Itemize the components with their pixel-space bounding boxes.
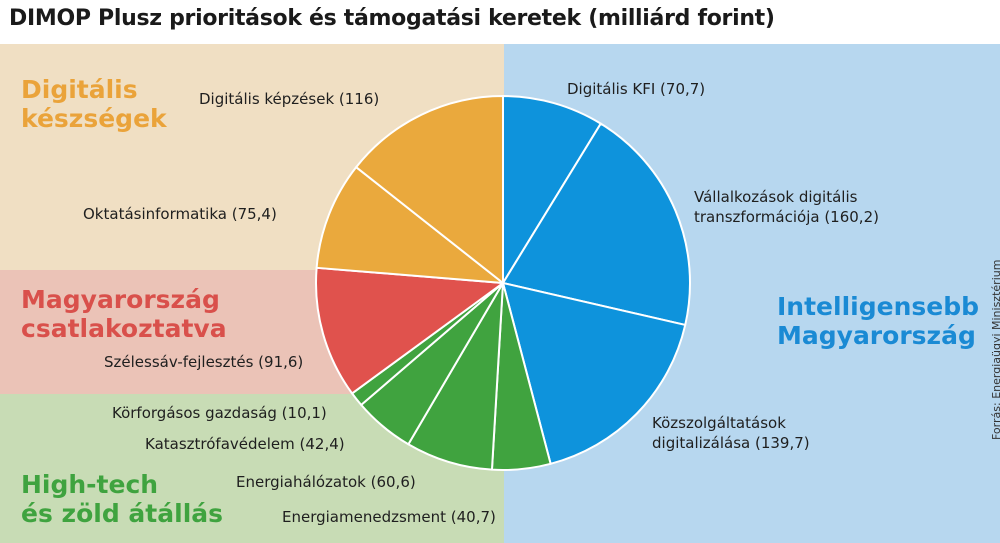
slice-label-korforgasos: Körforgásos gazdaság (10,1) [112, 404, 327, 422]
pie-slice [502, 95, 602, 284]
slice-label-energiamenedzsment: Energiamenedzsment (40,7) [282, 508, 496, 526]
pie-slice [315, 266, 504, 395]
pie-slice [502, 282, 687, 465]
slice-label-szelessav: Szélessáv-fejlesztés (91,6) [104, 353, 304, 371]
slice-label-line: Közszolgáltatások [652, 414, 786, 432]
chart-title: DIMOP Plusz prioritások és támogatási ke… [9, 6, 775, 31]
group-label-line: Magyarország [21, 285, 220, 314]
group-label-connected: Magyarország csatlakoztatva [21, 285, 227, 343]
slice-label-energiahalozatok: Energiahálózatok (60,6) [236, 473, 416, 491]
slice-label-oktatasinformatika: Oktatásinformatika (75,4) [83, 205, 277, 223]
slice-label-digitalis-kepzesek: Digitális képzések (116) [199, 90, 380, 108]
group-label-hightech: High-tech és zöld átállás [21, 470, 223, 528]
slice-label-line: digitalizálása (139,7) [652, 434, 810, 452]
slice-label-line: Vállalkozások digitális [694, 188, 858, 206]
group-label-line: Magyarország [777, 321, 976, 350]
group-label-line: és zöld átállás [21, 499, 224, 528]
group-label-line: High-tech [21, 470, 159, 499]
slice-label-kozszolgaltatasok: Közszolgáltatások digitalizálása (139,7) [652, 413, 810, 453]
pie-slice [502, 122, 691, 326]
group-label-line: készségek [21, 104, 167, 133]
slice-label-katasztrofavedelem: Katasztrófavédelem (42,4) [145, 435, 345, 453]
pie-slice [355, 95, 504, 284]
pie-slice [315, 166, 504, 284]
group-label-line: Intelligensebb [777, 292, 979, 321]
slice-label-line: transzformációja (160,2) [694, 208, 879, 226]
slice-label-vallalkozasok: Vállalkozások digitális transzformációja… [694, 187, 879, 227]
slice-label-digitalis-kfi: Digitális KFI (70,7) [567, 80, 706, 98]
group-label-smarter-hungary: Intelligensebb Magyarország [777, 292, 979, 350]
group-label-line: Digitális [21, 75, 138, 104]
group-label-digital-skills: Digitális készségek [21, 75, 167, 133]
group-label-line: csatlakoztatva [21, 314, 227, 343]
source-note: Forrás: Energiaügyi Minisztérium [990, 259, 1000, 440]
